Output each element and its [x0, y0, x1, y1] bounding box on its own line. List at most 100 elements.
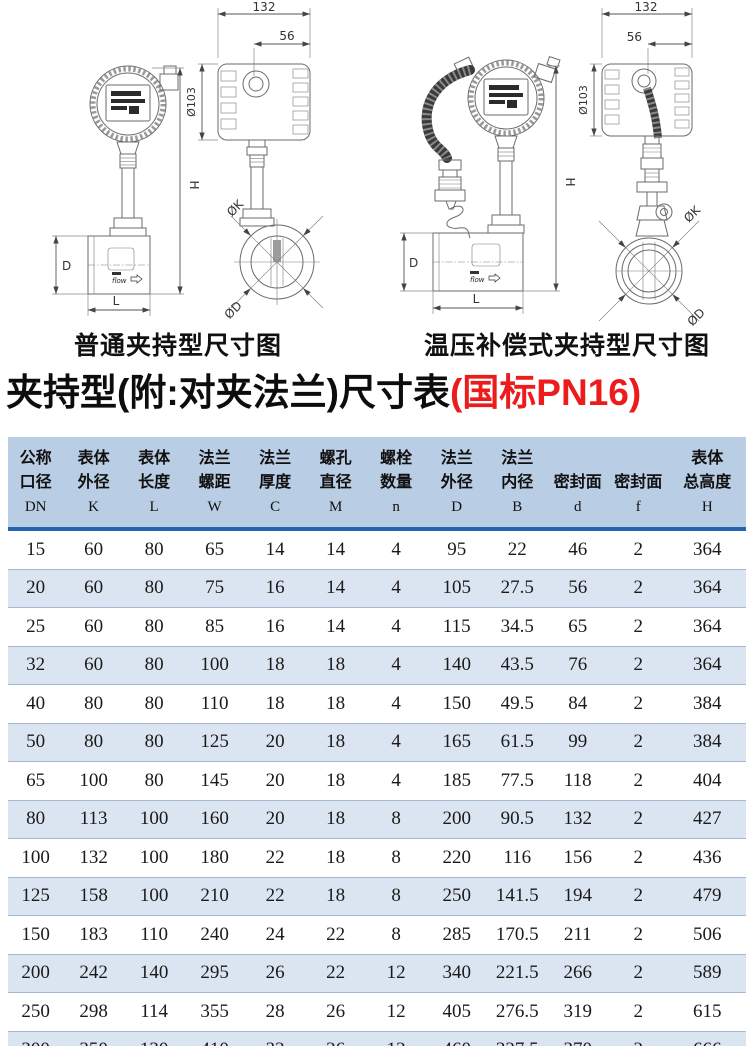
table-row: 125 158 100 210 22 18 8 250 141.5 194 2 479 — [8, 877, 746, 916]
table-cell: 183 — [63, 915, 124, 955]
table-cell: 100 — [123, 838, 185, 878]
table-cell: 25 — [8, 607, 64, 647]
table-cell: 100 — [123, 877, 185, 916]
table-cell: 170.5 — [486, 915, 548, 955]
table-cell: 18 — [305, 800, 366, 839]
header-cell: 螺栓 数量 n — [365, 437, 427, 531]
table-cell: 250 — [8, 992, 64, 1032]
table-cell: 49.5 — [486, 684, 548, 724]
table-cell: 158 — [63, 877, 124, 916]
table-cell: 12 — [365, 992, 427, 1032]
table-cell: 240 — [184, 915, 245, 955]
table-cell: 145 — [184, 761, 245, 801]
header-cell: 法兰 内径 B — [486, 437, 548, 531]
dim-body-height-label: D — [409, 256, 418, 270]
header-cell: 法兰 螺距 W — [184, 437, 245, 531]
table-cell: 300 — [8, 1031, 64, 1046]
table-cell: 24 — [244, 915, 306, 955]
table-cell: 160 — [184, 800, 245, 839]
header-cell: 密封面 f — [607, 437, 669, 531]
table-cell: 2 — [607, 954, 669, 993]
table-cell: 18 — [244, 646, 306, 685]
table-cell: 2 — [607, 800, 669, 839]
dim-width-label: 132 — [635, 0, 658, 14]
table-cell: 364 — [668, 607, 746, 647]
table-cell: 4 — [365, 761, 427, 801]
drawing-temp-pressure-clamp: flow H D L 132 56 — [400, 0, 708, 328]
table-row: 300350130410322612460327.53702666 — [8, 1031, 746, 1046]
dim-offset-label: 56 — [279, 29, 294, 43]
title-main: 夹持型(附:对夹法兰)尺寸表 — [6, 372, 450, 413]
table-cell: 4 — [365, 607, 427, 647]
table-cell: 132 — [547, 800, 608, 839]
table-cell: 80 — [123, 761, 185, 801]
table-cell: 436 — [668, 838, 746, 878]
table-cell: 295 — [184, 954, 245, 993]
table-cell: 20 — [244, 723, 306, 762]
table-cell: 80 — [123, 646, 185, 685]
table-cell: 99 — [547, 723, 608, 762]
table-cell: 130 — [123, 1031, 185, 1046]
table-cell: 2 — [607, 915, 669, 955]
table-cell: 105 — [426, 569, 487, 608]
table-cell: 60 — [63, 529, 124, 570]
table-cell: 80 — [123, 529, 185, 570]
table-cell: 43.5 — [486, 646, 548, 685]
dim-flange-od-label: ØD — [222, 299, 245, 322]
table-cell: 370 — [547, 1031, 608, 1046]
table-cell: 384 — [668, 723, 746, 762]
table-cell: 100 — [184, 646, 245, 685]
table-cell: 4 — [365, 684, 427, 724]
table-cell: 80 — [8, 800, 64, 839]
table-cell: 2 — [607, 569, 669, 608]
header-cell: 表体 长度 L — [123, 437, 185, 531]
table-cell: 60 — [63, 569, 124, 608]
table-cell: 16 — [244, 607, 306, 647]
table-cell: 110 — [123, 915, 185, 955]
table-cell: 65 — [8, 761, 64, 801]
table-cell: 65 — [184, 529, 245, 570]
table-cell: 56 — [547, 569, 608, 608]
table-cell: 12 — [365, 954, 427, 993]
table-cell: 113 — [63, 800, 124, 839]
dim-housing-dia-label: Ø103 — [577, 85, 590, 115]
table-cell: 110 — [184, 684, 245, 724]
table-cell: 156 — [547, 838, 608, 878]
table-cell: 340 — [426, 954, 487, 993]
table-cell: 18 — [305, 838, 366, 878]
table-cell: 46 — [547, 529, 608, 570]
table-cell: 18 — [305, 877, 366, 916]
dim-height-label: H — [563, 177, 577, 186]
table-cell: 4 — [365, 569, 427, 608]
table-cell: 250 — [426, 877, 487, 916]
table-cell: 220 — [426, 838, 487, 878]
table-cell: 118 — [547, 761, 608, 801]
table-cell: 150 — [8, 915, 64, 955]
table-cell: 140 — [426, 646, 487, 685]
table-cell: 26 — [305, 992, 366, 1032]
caption-ordinary-clamp: 普通夹持型尺寸图 — [73, 332, 282, 360]
table-cell: 2 — [607, 529, 669, 570]
table-cell: 32 — [8, 646, 64, 685]
table-cell: 12 — [365, 1031, 427, 1046]
table-body: 15 60 80 65 14 14 4 95 22 46 2 364 20 60 80 75 16 14 4 105 2… — [8, 529, 746, 1046]
table-cell: 125 — [184, 723, 245, 762]
dim-bolt-circle-label: ØK — [681, 202, 704, 225]
header-row: 公称 口径 DN 表体 外径 K 表体 长度 L 法兰 螺距 W 法兰 厚度 C 螺孔 直径 M 螺栓 数量 n 法兰 外径… — [8, 437, 746, 531]
table-cell: 319 — [547, 992, 608, 1032]
table-cell: 200 — [8, 954, 64, 993]
table-cell: 140 — [123, 954, 185, 993]
header-cell: 螺孔 直径 M — [305, 437, 366, 531]
table-cell: 20 — [8, 569, 64, 608]
table-cell: 80 — [123, 569, 185, 608]
dim-width-label: 132 — [253, 0, 276, 14]
table-row: 20 60 80 75 16 14 4 105 27.5 56 2 364 — [8, 569, 746, 608]
table-cell: 14 — [305, 529, 366, 570]
table-cell: 2 — [607, 877, 669, 916]
table-cell: 479 — [668, 877, 746, 916]
table-cell: 364 — [668, 646, 746, 685]
table-cell: 116 — [486, 838, 548, 878]
table-cell: 165 — [426, 723, 487, 762]
table-cell: 80 — [123, 723, 185, 762]
header-cell: 表体 外径 K — [63, 437, 124, 531]
